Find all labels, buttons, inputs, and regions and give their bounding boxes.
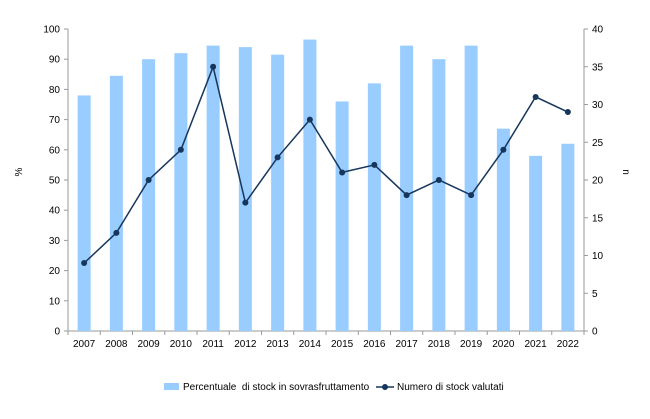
x-tick-label: 2019 — [460, 339, 483, 350]
left-axis-title: % — [14, 167, 25, 176]
bar-2022 — [561, 143, 575, 331]
x-tick-label: 2013 — [267, 339, 290, 350]
bar-2015 — [335, 101, 349, 331]
bar-2019 — [464, 45, 478, 332]
bar-2008 — [109, 75, 123, 331]
left-tick-label: 40 — [49, 206, 61, 217]
legend-line-marker — [382, 384, 388, 390]
left-tick-label: 10 — [49, 296, 61, 307]
left-tick-label: 30 — [49, 236, 61, 247]
right-tick-label: 0 — [592, 327, 598, 338]
line-point-2018 — [435, 177, 442, 183]
x-axis-labels: 2007 2008 2009 2010 2011 2012 2013 2014 2015 2016… — [67, 331, 585, 350]
line-series — [81, 63, 571, 267]
line-point-2012 — [242, 199, 249, 206]
right-axis-ticks: 0 5 10 15 20 25 30 35 40 — [584, 25, 604, 338]
left-tick-label: 50 — [49, 176, 61, 187]
line-point-2008 — [113, 229, 120, 236]
line-point-2007 — [81, 260, 88, 267]
left-tick-label: 0 — [54, 327, 60, 338]
line-point-2019 — [468, 192, 475, 199]
bar-2014 — [303, 39, 317, 331]
right-tick-label: 30 — [592, 100, 604, 111]
right-tick-label: 5 — [592, 289, 598, 300]
x-tick-label: 2007 — [73, 339, 96, 350]
bar-2013 — [271, 54, 285, 332]
bar-2020 — [496, 128, 510, 331]
x-tick-label: 2014 — [299, 339, 322, 350]
x-tick-label: 2009 — [138, 339, 161, 350]
bar-2021 — [529, 155, 543, 331]
x-tick-label: 2016 — [363, 339, 386, 350]
right-tick-label: 25 — [592, 138, 604, 149]
line-point-2009 — [145, 177, 152, 183]
line-point-2020 — [500, 146, 507, 153]
bar-2016 — [367, 83, 381, 331]
legend-line-label: Numero di stock valutati — [397, 382, 504, 393]
left-tick-label: 90 — [49, 55, 61, 66]
right-axis-title: n — [620, 169, 631, 175]
x-tick-label: 2008 — [105, 339, 128, 350]
bar-2007 — [77, 95, 91, 331]
bar-2009 — [142, 59, 156, 331]
line-point-2021 — [532, 93, 539, 100]
x-tick-label: 2011 — [202, 339, 224, 350]
line-point-2014 — [306, 116, 313, 123]
x-tick-label: 2022 — [557, 339, 580, 350]
line-path — [83, 64, 569, 264]
line-point-2013 — [274, 154, 281, 161]
line-point-2022 — [564, 109, 571, 116]
right-tick-label: 40 — [592, 25, 604, 36]
line-point-2017 — [403, 192, 410, 199]
x-tick-label: 2018 — [428, 339, 451, 350]
right-tick-label: 20 — [592, 176, 604, 187]
x-tick-label: 2012 — [234, 339, 257, 350]
left-tick-label: 100 — [43, 25, 60, 36]
right-tick-label: 10 — [592, 251, 604, 262]
x-tick-label: 2015 — [331, 339, 354, 350]
line-point-2016 — [371, 161, 378, 168]
x-tick-label: 2020 — [492, 339, 515, 350]
line-point-2015 — [339, 169, 346, 176]
x-tick-label: 2010 — [170, 339, 193, 350]
legend: Percentuale di stock in sovrasfruttament… — [164, 382, 504, 393]
bar-2012 — [238, 47, 252, 332]
legend-bar-swatch — [164, 383, 179, 390]
bar-series — [77, 39, 575, 332]
left-tick-label: 80 — [49, 85, 61, 96]
bar-2011 — [206, 45, 220, 332]
bar-2010 — [174, 53, 188, 331]
legend-bar-label: Percentuale di stock in sovrasfruttament… — [183, 382, 370, 393]
left-tick-label: 60 — [49, 145, 61, 156]
right-tick-label: 15 — [592, 213, 604, 224]
left-tick-label: 20 — [49, 266, 61, 277]
bar-2018 — [432, 59, 446, 331]
left-axis-ticks: 0 10 20 30 40 50 60 70 80 90 100 — [43, 25, 68, 338]
line-point-2010 — [177, 146, 184, 153]
x-tick-label: 2021 — [525, 339, 548, 350]
left-tick-label: 70 — [49, 115, 61, 126]
line-point-2011 — [210, 63, 217, 70]
right-tick-label: 35 — [592, 62, 604, 73]
x-tick-label: 2017 — [396, 339, 419, 350]
bar-2017 — [400, 45, 414, 332]
